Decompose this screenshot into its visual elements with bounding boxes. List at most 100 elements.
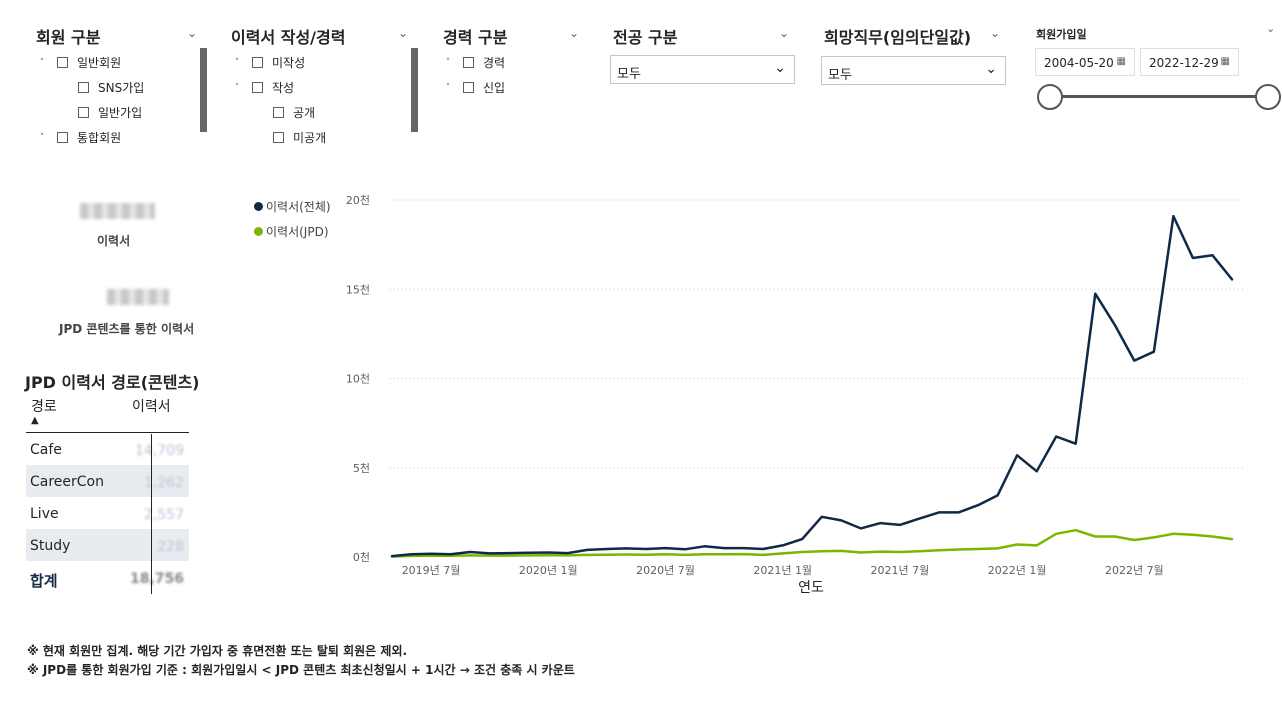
y-tick-label: 10천 — [346, 372, 370, 386]
table-row: Live 2,557 — [26, 497, 189, 529]
chevron-down-icon[interactable]: ⌄ — [990, 26, 1001, 40]
x-axis-label: 연도 — [798, 580, 824, 596]
scrollbar[interactable] — [200, 48, 207, 132]
expand-toggle-icon[interactable]: ˄ — [234, 82, 240, 93]
tree-item-private[interactable]: 미공개 — [273, 129, 326, 146]
table-row: CareerCon 1,262 — [26, 465, 189, 497]
column-divider — [151, 434, 152, 594]
cell-route: CareerCon — [30, 474, 104, 490]
checkbox[interactable] — [252, 82, 263, 93]
cell-route: Live — [30, 506, 59, 522]
y-tick-label: 15천 — [346, 282, 370, 296]
table-row: Study 228 — [26, 529, 189, 561]
tree-item-label: 일반가입 — [98, 106, 143, 120]
column-header-count[interactable]: 이력서 — [132, 399, 171, 415]
checkbox[interactable] — [78, 82, 89, 93]
date-slider-track[interactable] — [1050, 95, 1268, 98]
x-tick-label: 2020년 1월 — [519, 564, 578, 577]
table-total-row: 합계 18,756 — [26, 561, 189, 593]
start-date-value: 2004-05-20 — [1044, 56, 1114, 70]
slicer-desired-job-title: 희망직무(임의단일값) — [824, 28, 972, 47]
chevron-down-icon[interactable]: ⌄ — [187, 26, 198, 40]
legend-label: 이력서(전체) — [266, 200, 331, 214]
note-line-2: ※ JPD를 통한 회원가입 기준 : 회원가입일시 < JPD 콘텐츠 최초신… — [27, 663, 575, 677]
checkbox[interactable] — [273, 107, 284, 118]
slicer-career-type-title: 경력 구분 — [443, 28, 508, 47]
chevron-down-icon[interactable]: ⌄ — [398, 26, 409, 40]
tree-item-general-member[interactable]: ˄ 일반회원 — [37, 54, 121, 71]
chevron-down-icon[interactable]: ⌄ — [1266, 22, 1276, 35]
note-line-1: ※ 현재 회원만 집계. 해당 기간 가입자 중 휴면전환 또는 탈퇴 회원은 … — [27, 644, 408, 658]
series-line-total — [390, 214, 1234, 558]
checkbox[interactable] — [463, 82, 474, 93]
cell-count: 1,262 — [143, 475, 184, 491]
tree-item-label: 통합회원 — [77, 131, 122, 145]
tree-item-newcomer[interactable]: ˅ 신입 — [443, 79, 505, 96]
sort-ascending-icon[interactable]: ▲ — [31, 415, 39, 426]
start-date-input[interactable]: 2004-05-20 ▦ — [1035, 48, 1135, 76]
tree-item-label: SNS가입 — [98, 81, 145, 95]
tree-item-general-join[interactable]: 일반가입 — [78, 104, 142, 121]
tree-item-label: 작성 — [272, 81, 295, 95]
jpd-resume-count-value — [107, 289, 169, 305]
legend-item-jpd[interactable]: 이력서(JPD) — [254, 223, 329, 240]
checkbox[interactable] — [78, 107, 89, 118]
y-tick-label: 20천 — [346, 193, 370, 207]
chevron-down-icon[interactable]: ⌄ — [779, 26, 790, 40]
chevron-down-icon: ⌄ — [985, 61, 997, 77]
cell-total-count: 18,756 — [129, 571, 184, 587]
x-tick-label: 2019년 7월 — [402, 564, 461, 577]
column-header-route[interactable]: 경로 — [31, 399, 57, 415]
legend-dot — [254, 202, 263, 211]
x-tick-label: 2021년 1월 — [753, 564, 812, 577]
cell-route: Study — [30, 538, 71, 554]
resume-count-value — [80, 203, 155, 219]
tree-item-experienced[interactable]: ˅ 경력 — [443, 54, 505, 71]
tree-item-written[interactable]: ˄ 작성 — [232, 79, 294, 96]
calendar-icon[interactable]: ▦ — [1220, 56, 1230, 67]
x-tick-label: 2020년 7월 — [636, 564, 695, 577]
tree-item-label: 미작성 — [272, 56, 306, 70]
tree-item-label: 공개 — [293, 106, 316, 120]
cell-count: 2,557 — [143, 507, 184, 523]
chevron-down-icon: ⌄ — [774, 60, 786, 76]
expand-toggle-icon[interactable]: ˅ — [445, 57, 451, 68]
tree-item-sns-join[interactable]: SNS가입 — [78, 79, 144, 96]
slicer-resume-status-title: 이력서 작성/경력 — [231, 28, 346, 47]
y-tick-label: 5천 — [353, 461, 370, 475]
tree-item-label: 미공개 — [293, 131, 327, 145]
tree-item-not-written[interactable]: ˅ 미작성 — [232, 54, 305, 71]
scrollbar[interactable] — [411, 48, 418, 132]
tree-item-label: 경력 — [483, 56, 506, 70]
checkbox[interactable] — [57, 132, 68, 143]
expand-toggle-icon[interactable]: ˅ — [234, 57, 240, 68]
checkbox[interactable] — [463, 57, 474, 68]
expand-toggle-icon[interactable]: ˄ — [39, 57, 45, 68]
tree-item-label: 신입 — [483, 81, 506, 95]
expand-toggle-icon[interactable]: ˅ — [445, 82, 451, 93]
slicer-major-type-title: 전공 구분 — [613, 28, 678, 47]
slicer-member-type-title: 회원 구분 — [36, 28, 101, 47]
tree-item-public[interactable]: 공개 — [273, 104, 315, 121]
tree-item-integrated-member[interactable]: ˅ 통합회원 — [37, 129, 121, 146]
cell-count: 14,709 — [135, 443, 184, 459]
y-tick-label: 0천 — [353, 550, 370, 564]
legend-dot — [254, 227, 263, 236]
expand-toggle-icon[interactable]: ˅ — [39, 132, 45, 143]
date-slider-start-handle[interactable] — [1037, 84, 1063, 110]
chevron-down-icon[interactable]: ⌄ — [569, 26, 580, 40]
tree-item-label: 일반회원 — [77, 56, 122, 70]
legend-item-total[interactable]: 이력서(전체) — [254, 198, 331, 215]
end-date-value: 2022-12-29 — [1149, 56, 1219, 70]
checkbox[interactable] — [252, 57, 263, 68]
end-date-input[interactable]: 2022-12-29 ▦ — [1140, 48, 1239, 76]
desired-job-dropdown[interactable]: 모두 ⌄ — [821, 56, 1006, 85]
calendar-icon[interactable]: ▦ — [1116, 56, 1126, 67]
x-tick-label: 2022년 1월 — [988, 564, 1047, 577]
x-tick-label: 2022년 7월 — [1105, 564, 1164, 577]
checkbox[interactable] — [57, 57, 68, 68]
date-slider-end-handle[interactable] — [1255, 84, 1281, 110]
major-type-dropdown[interactable]: 모두 ⌄ — [610, 55, 795, 84]
checkbox[interactable] — [273, 132, 284, 143]
